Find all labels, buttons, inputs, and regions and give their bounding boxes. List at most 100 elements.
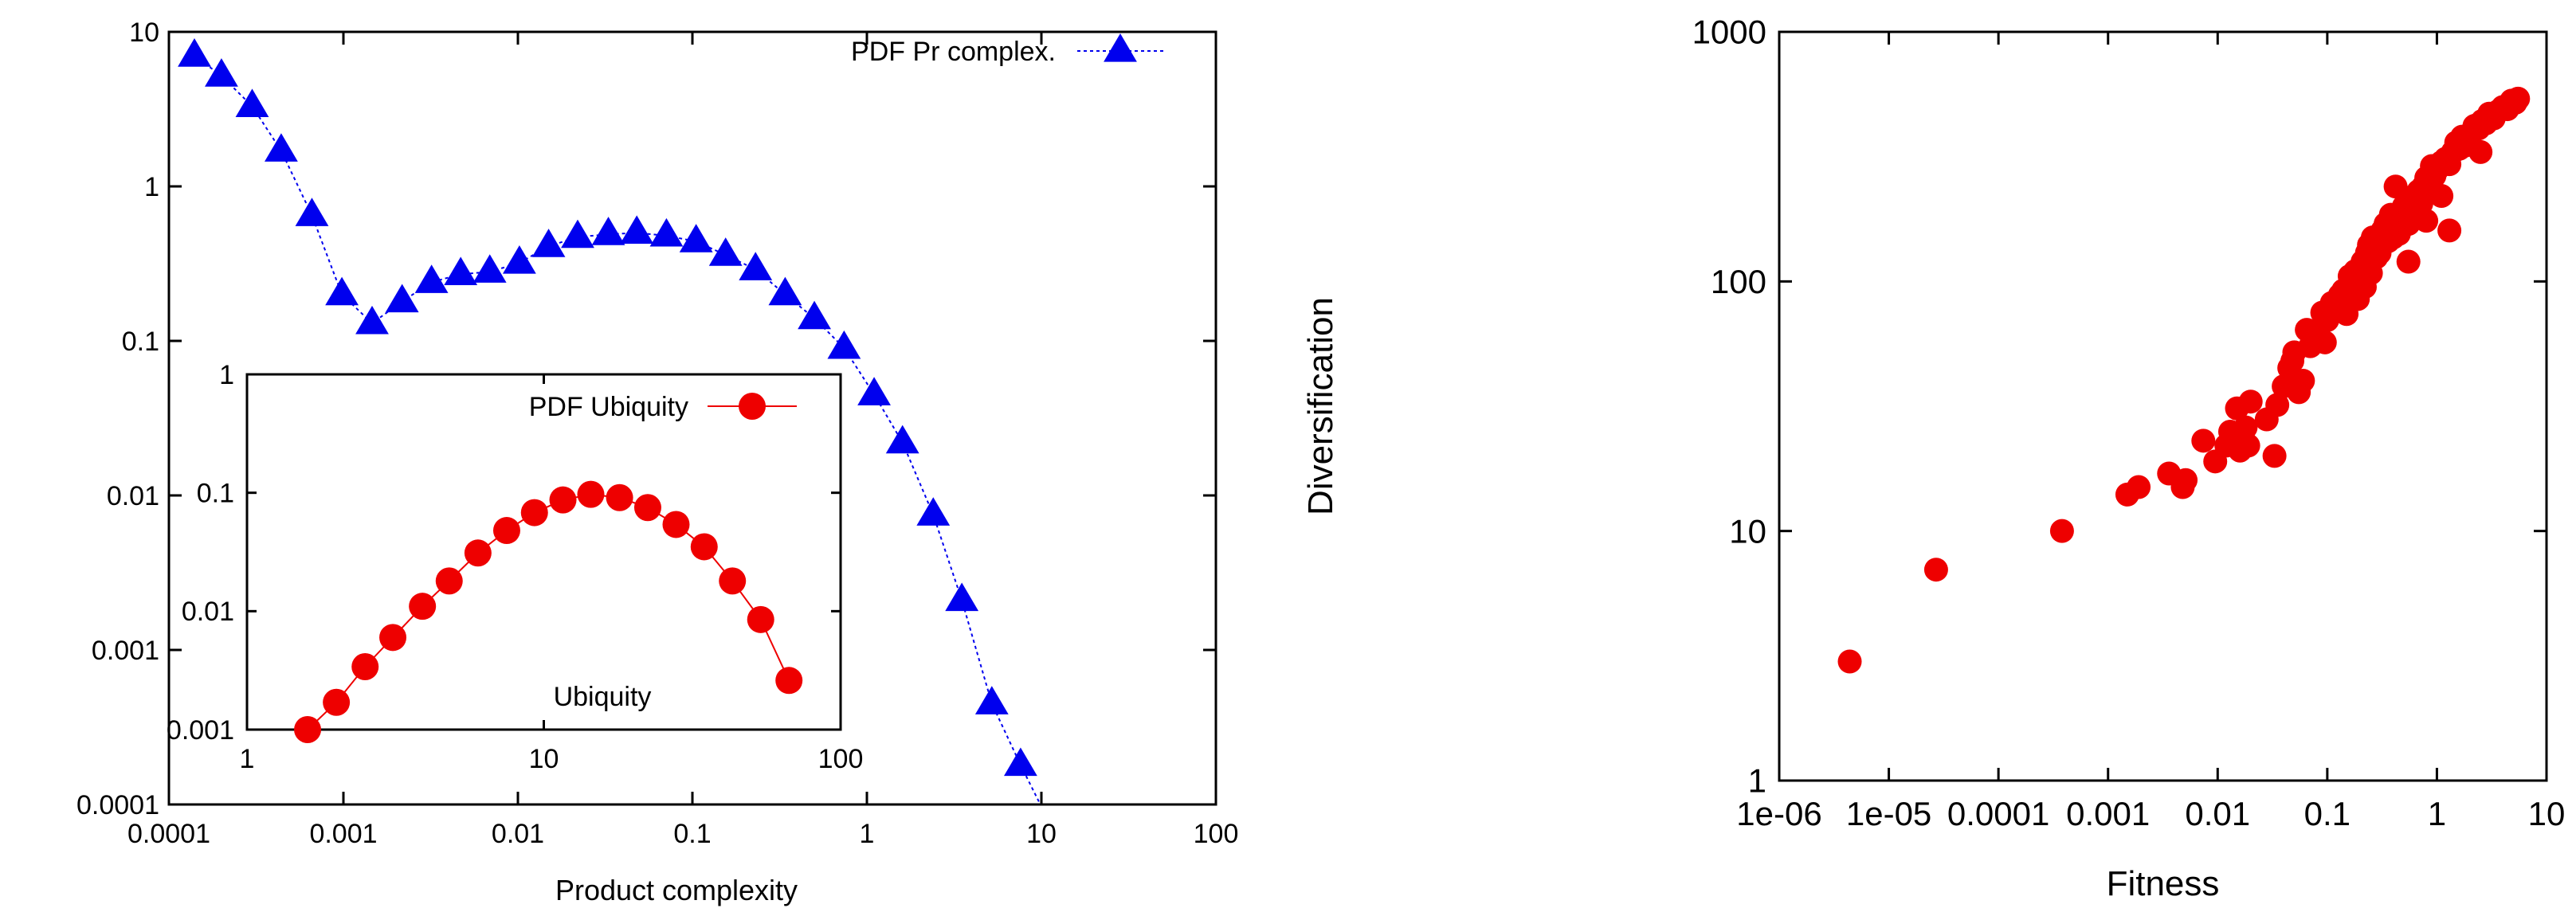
inset-y-tick-label: 1	[219, 360, 234, 390]
scatter-point	[2049, 519, 2074, 543]
pdf-pr-complex-point	[444, 256, 478, 285]
main-legend-label: PDF Pr complex.	[851, 37, 1056, 67]
pdf-ubiquity-point	[409, 593, 437, 620]
main-x-tick-label: 1	[860, 819, 875, 849]
inset-annotation: Ubiquity	[554, 682, 652, 712]
scatter-chart-panel: 1e-06 1e-05 0.0001 0.001 0.01 0.1 1 10 1 10 100 100…	[1301, 14, 2565, 903]
inset-legend-label: PDF Ubiquity	[529, 392, 688, 422]
inset-y-tick-label: 0.01	[182, 597, 234, 627]
scatter-x-axis-label: Fitness	[2107, 864, 2220, 903]
scatter-point	[2312, 330, 2337, 354]
scatter-y-tick-label: 10	[1729, 512, 1766, 550]
main-x-tick-label: 0.1	[673, 819, 711, 849]
scatter-point	[2323, 296, 2348, 321]
pdf-pr-complex-point	[857, 377, 891, 405]
main-y-tick-label: 0.01	[107, 481, 159, 511]
scatter-point	[2429, 184, 2454, 209]
pdf-ubiquity-point	[492, 517, 520, 545]
pdf-pr-complex-point	[916, 497, 951, 526]
pdf-pr-complex-point	[885, 425, 919, 454]
inset-y-tick-label: 0.1	[197, 479, 234, 509]
scatter-y-tick-label: 1	[1748, 762, 1766, 800]
main-y-tick-label: 10	[129, 18, 159, 48]
scatter-x-tick-label: 0.1	[2304, 795, 2351, 832]
scatter-x-tick-label: 10	[2528, 795, 2566, 832]
pdf-pr-complex-point	[945, 582, 979, 612]
scatter-x-tick-label: 1e-05	[1846, 795, 1931, 832]
pdf-pr-complex-point	[178, 38, 211, 67]
pdf-pr-complex-point	[385, 284, 419, 313]
pdf-ubiquity-point	[323, 688, 351, 716]
pdf-pr-complex-point	[325, 276, 359, 306]
pdf-ubiquity-point	[662, 511, 690, 538]
scatter-point	[2262, 444, 2287, 468]
scatter-point	[2468, 139, 2493, 164]
pdf-pr-complex-point	[295, 198, 329, 226]
pdf-ubiquity-point	[464, 539, 492, 567]
pdf-pr-complex-point	[265, 133, 298, 162]
scatter-x-tick-label: 1e-06	[1736, 795, 1821, 832]
pdf-pr-complex-point	[798, 300, 831, 330]
inset-x-tick-label: 10	[529, 744, 559, 774]
pdf-ubiquity-point	[690, 533, 718, 561]
scatter-point	[2233, 415, 2258, 440]
scatter-point	[2437, 218, 2462, 243]
scatter-point	[2127, 475, 2151, 499]
scatter-point	[2383, 174, 2408, 199]
scatter-point	[2265, 393, 2290, 417]
main-x-tick-label: 0.001	[309, 819, 377, 849]
inset-background	[247, 374, 841, 730]
pdf-ubiquity-point	[379, 624, 407, 652]
scatter-plot-frame	[1778, 30, 2548, 782]
scatter-point	[1923, 558, 1948, 582]
scatter-y-tick-label: 1000	[1692, 14, 1766, 51]
pdf-ubiquity-point	[520, 499, 548, 526]
pdf-ubiquity-point	[747, 605, 774, 633]
pdf-pr-complex-point	[827, 330, 861, 359]
main-x-tick-label: 0.0001	[127, 819, 210, 849]
pdf-ubiquity-point	[435, 567, 463, 595]
pdf-ubiquity-point	[351, 652, 379, 680]
scatter-point	[2396, 249, 2421, 274]
pdf-pr-complex-point	[355, 305, 389, 335]
main-y-tick-label: 0.1	[122, 327, 159, 357]
pdf-ubiquity-point	[549, 486, 577, 514]
scatter-y-axis-label: Diversification	[1301, 297, 1340, 515]
pdf-pr-complex-point	[591, 217, 625, 245]
scatter-point	[2352, 275, 2377, 299]
main-x-tick-label: 10	[1026, 819, 1057, 849]
scatter-point	[2367, 241, 2392, 265]
pdf-pr-complex-point	[974, 686, 1009, 714]
scatter-x-tick-label: 0.001	[2066, 795, 2150, 832]
scatter-x-tick-label: 0.01	[2185, 795, 2250, 832]
pdf-pr-complex-point	[235, 88, 269, 118]
inset-x-tick-label: 1	[240, 744, 255, 774]
inset-x-tick-label: 100	[818, 744, 864, 774]
main-y-tick-label: 0.001	[92, 636, 159, 666]
pdf-ubiquity-point	[606, 483, 633, 511]
main-x-axis-label: Product complexity	[555, 874, 798, 906]
main-y-tick-label: 1	[144, 172, 159, 202]
pdf-pr-complex-point	[1003, 747, 1037, 777]
pdf-ubiquity-point	[719, 567, 747, 595]
pdf-pr-complex-point	[561, 219, 594, 249]
pdf-pr-complex-point	[768, 276, 802, 306]
main-x-tick-label: 100	[1194, 819, 1239, 849]
main-x-tick-label: 0.01	[492, 819, 544, 849]
scatter-point	[1837, 649, 1862, 674]
pdf-pr-complex-point	[414, 264, 449, 293]
pdf-ubiquity-point	[775, 667, 803, 695]
pdf-pr-complex-point	[620, 215, 654, 245]
pdf-pr-complex-point	[649, 217, 684, 247]
main-chart-panel: 0.0001 0.001 0.01 0.1 1 10 100 0.0001 0.001 0.01 0…	[76, 18, 1238, 906]
scatter-point	[2236, 433, 2260, 458]
pdf-ubiquity-point	[577, 480, 605, 508]
pdf-pr-complex-point	[739, 252, 773, 280]
main-legend-marker	[1104, 33, 1137, 62]
scatter-point	[2506, 86, 2531, 111]
scatter-point	[2174, 468, 2198, 492]
pdf-pr-complex-point	[531, 229, 566, 257]
pdf-ubiquity-point	[633, 494, 661, 522]
scatter-y-tick-label: 100	[1711, 263, 1766, 300]
